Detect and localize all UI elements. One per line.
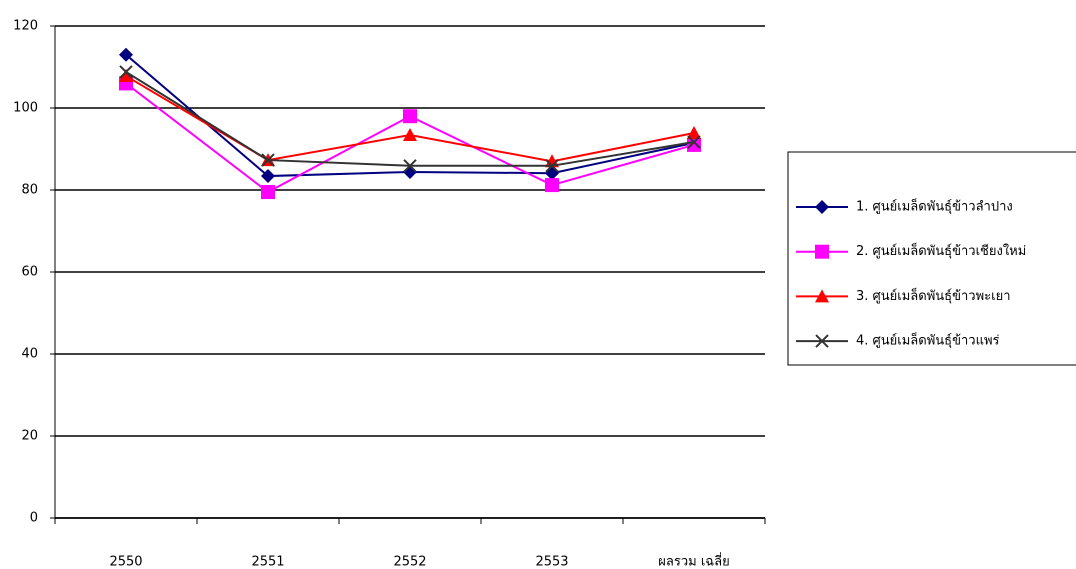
legend-marker [815,334,829,348]
data-point [687,137,701,152]
legend-label: 2. ศูนย์เมล็ดพันธุ์ข้าวเชียงใหม่ [856,241,1026,259]
y-tick-label: 100 [13,101,38,116]
legend-marker [815,289,829,303]
x-tick-label: ผลรวม เฉลี่ย [658,553,729,569]
y-tick-label: 0 [30,511,38,526]
data-point [119,69,133,83]
data-point [687,135,701,149]
legend-label: 3. ศูนย์เมล็ดพันธุ์ข้าวพะเยา [856,286,1011,304]
data-point [261,153,275,167]
x-tick-label: 2552 [393,555,426,569]
x-tick-label: 2550 [109,555,142,569]
data-point [545,154,559,168]
y-tick-label: 80 [21,183,38,198]
y-tick-label: 20 [21,429,38,444]
legend-marker [815,200,829,214]
y-tick-label: 120 [13,19,38,34]
data-point [687,126,701,140]
y-tick-label: 60 [21,265,38,280]
y-tick-label: 40 [21,347,38,362]
data-point [403,128,417,142]
legend-label: 1. ศูนย์เมล็ดพันธุ์ข้าวลำปาง [856,197,1013,215]
data-point [261,185,275,200]
data-point [119,65,133,79]
data-point [545,178,559,193]
x-tick-label: 2551 [251,555,284,569]
data-point [403,109,417,124]
data-point [403,159,417,173]
x-tick-label: 2553 [535,555,568,569]
data-point [545,159,559,173]
legend-box [787,151,1076,366]
data-point [261,169,275,184]
data-point [119,47,133,62]
legend-marker [815,244,829,259]
legend-label: 4. ศูนย์เมล็ดพันธุ์ข้าวแพร่ [856,331,1000,349]
